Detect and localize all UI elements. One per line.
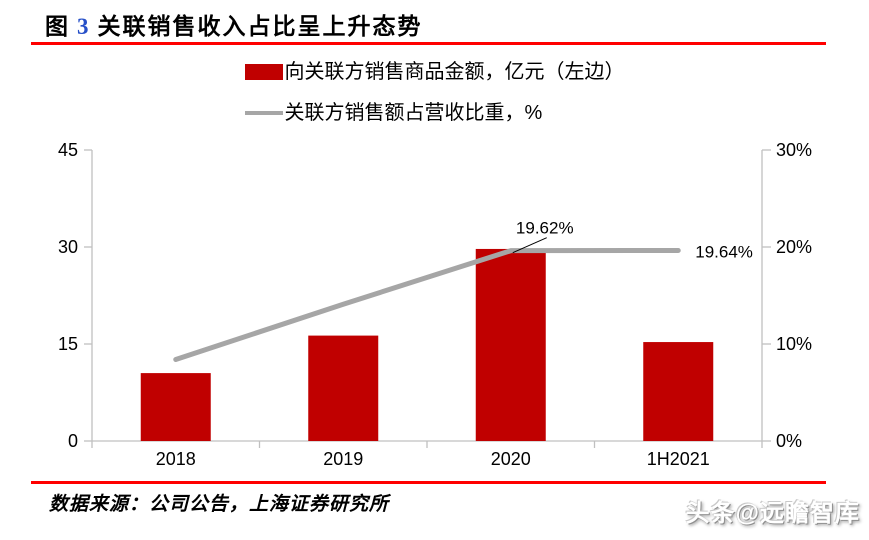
- category-label: 1H2021: [647, 449, 710, 469]
- right-axis-tick-label: 0%: [776, 431, 802, 451]
- legend-item-line-series: 关联方销售额占营收比重，%: [244, 100, 543, 126]
- bar-2020: [475, 248, 546, 441]
- category-label: 2020: [491, 449, 531, 469]
- title-divider-rule: [31, 42, 826, 45]
- figure-number: 3: [77, 14, 91, 39]
- annotation-label-19.64%: 19.64%: [695, 242, 753, 261]
- line-series-swatch: [244, 111, 283, 115]
- legend-item-bar-series: 向关联方销售商品金额，亿元（左边）: [244, 59, 625, 85]
- left-axis-tick-label: 30: [58, 237, 78, 257]
- bar-2019: [308, 335, 379, 441]
- category-label: 2018: [156, 449, 196, 469]
- legend-label-bar-series: 向关联方销售商品金额，亿元（左边）: [284, 61, 625, 83]
- chart-legend: 向关联方销售商品金额，亿元（左边） 关联方销售额占营收比重，%: [244, 59, 625, 126]
- left-axis-tick-label: 0: [68, 431, 78, 451]
- annotation-label-19.62%: 19.62%: [516, 219, 574, 238]
- bar-series-swatch: [244, 64, 283, 80]
- left-axis-tick-label: 45: [58, 140, 78, 160]
- right-axis-tick-label: 10%: [776, 334, 812, 354]
- data-source-note: 数据来源：公司公告，上海证券研究所: [49, 494, 390, 515]
- right-axis-tick-label: 30%: [776, 140, 812, 160]
- right-axis-tick-label: 20%: [776, 237, 812, 257]
- bar-1H2021: [643, 342, 714, 441]
- left-axis-tick-label: 15: [58, 334, 78, 354]
- figure-title-text: 关联销售收入占比呈上升态势: [97, 14, 423, 39]
- legend-label-line-series: 关联方销售额占营收比重，%: [284, 102, 543, 124]
- annotation-leader-line: [512, 237, 547, 254]
- footer-divider-rule: [31, 481, 826, 484]
- category-label: 2019: [323, 449, 363, 469]
- bar-2018: [140, 373, 211, 441]
- trend-line: [173, 247, 681, 363]
- watermark-text: 头条@远瞻智库: [685, 500, 860, 527]
- figure-title: 图 3 关联销售收入占比呈上升态势: [45, 7, 423, 41]
- figure-label: 图: [45, 14, 70, 39]
